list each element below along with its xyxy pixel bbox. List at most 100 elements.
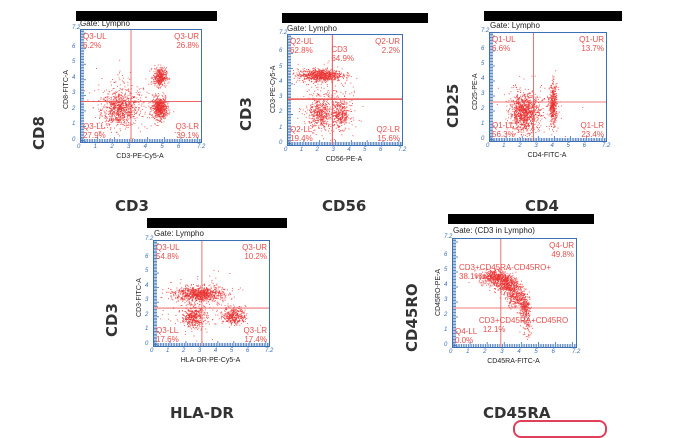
event-point: [315, 110, 316, 111]
event-point: [512, 107, 513, 108]
event-point: [117, 124, 118, 125]
event-point: [131, 117, 132, 118]
event-point: [515, 119, 516, 120]
quadrant-percentage: 2.2%: [375, 46, 400, 55]
event-point: [351, 105, 352, 106]
event-point: [319, 78, 320, 79]
event-point: [523, 122, 524, 123]
event-point: [122, 119, 123, 120]
event-point: [162, 85, 163, 86]
event-point: [316, 73, 317, 74]
event-point: [165, 114, 166, 115]
event-point: [337, 125, 338, 126]
event-point: [334, 124, 335, 125]
event-point: [519, 127, 520, 128]
event-point: [333, 90, 334, 91]
event-point: [351, 76, 352, 77]
event-point: [342, 130, 343, 131]
event-point: [167, 106, 168, 107]
event-point: [157, 96, 158, 97]
event-point: [121, 109, 122, 110]
event-point: [531, 97, 532, 98]
event-point: [111, 97, 112, 98]
event-point: [320, 123, 321, 124]
event-point: [525, 119, 526, 120]
event-point: [354, 110, 355, 111]
event-point: [134, 104, 135, 105]
event-point: [349, 94, 350, 95]
event-point: [338, 129, 339, 130]
event-point: [162, 79, 163, 80]
event-point: [312, 114, 313, 115]
event-point: [532, 119, 533, 120]
event-point: [320, 110, 321, 111]
event-point: [113, 104, 114, 105]
event-point: [517, 89, 518, 90]
event-point: [117, 114, 118, 115]
event-point: [524, 104, 525, 105]
event-point: [164, 107, 165, 108]
event-point: [299, 75, 300, 76]
event-point: [147, 92, 148, 93]
event-point: [327, 112, 328, 113]
event-point: [333, 79, 334, 80]
quadrant-name: Q3-UL: [83, 32, 107, 41]
event-point: [114, 93, 115, 94]
event-point: [347, 72, 348, 73]
event-point: [330, 77, 331, 78]
event-point: [98, 109, 99, 110]
event-point: [118, 107, 119, 108]
event-point: [308, 77, 309, 78]
event-point: [165, 108, 166, 109]
event-point: [339, 73, 340, 74]
event-point: [318, 94, 319, 95]
event-point: [152, 117, 153, 118]
event-point: [163, 121, 164, 122]
event-point: [508, 110, 509, 111]
event-point: [524, 124, 525, 125]
event-point: [115, 81, 116, 82]
event-point: [347, 110, 348, 111]
y-tick-label: 0: [279, 140, 282, 146]
event-point: [159, 108, 160, 109]
event-point: [104, 111, 105, 112]
event-point: [160, 88, 161, 89]
event-point: [535, 124, 536, 125]
event-point: [318, 81, 319, 82]
event-point: [318, 84, 319, 85]
event-point: [320, 96, 321, 97]
event-point: [157, 111, 158, 112]
event-point: [330, 126, 331, 127]
event-point: [526, 117, 527, 118]
event-point: [323, 138, 324, 139]
event-point: [323, 78, 324, 79]
event-point: [124, 95, 125, 96]
event-point: [120, 94, 121, 95]
event-point: [128, 95, 129, 96]
event-point: [339, 108, 340, 109]
event-point: [338, 127, 339, 128]
event-point: [118, 105, 119, 106]
event-point: [335, 78, 336, 79]
event-point: [107, 127, 108, 128]
event-point: [325, 120, 326, 121]
event-point: [158, 96, 159, 97]
event-point: [159, 109, 160, 110]
event-point: [532, 127, 533, 128]
highlight-pill: [513, 420, 607, 438]
event-point: [330, 70, 331, 71]
event-point: [334, 76, 335, 77]
event-point: [304, 114, 305, 115]
event-point: [134, 108, 135, 109]
event-point: [164, 85, 165, 86]
event-point: [345, 113, 346, 114]
event-point: [161, 79, 162, 80]
event-point: [151, 107, 152, 108]
event-point: [315, 67, 316, 68]
event-point: [113, 105, 114, 106]
event-point: [518, 103, 519, 104]
event-point: [327, 115, 328, 116]
event-point: [334, 118, 335, 119]
event-point: [154, 96, 155, 97]
event-point: [126, 98, 127, 99]
